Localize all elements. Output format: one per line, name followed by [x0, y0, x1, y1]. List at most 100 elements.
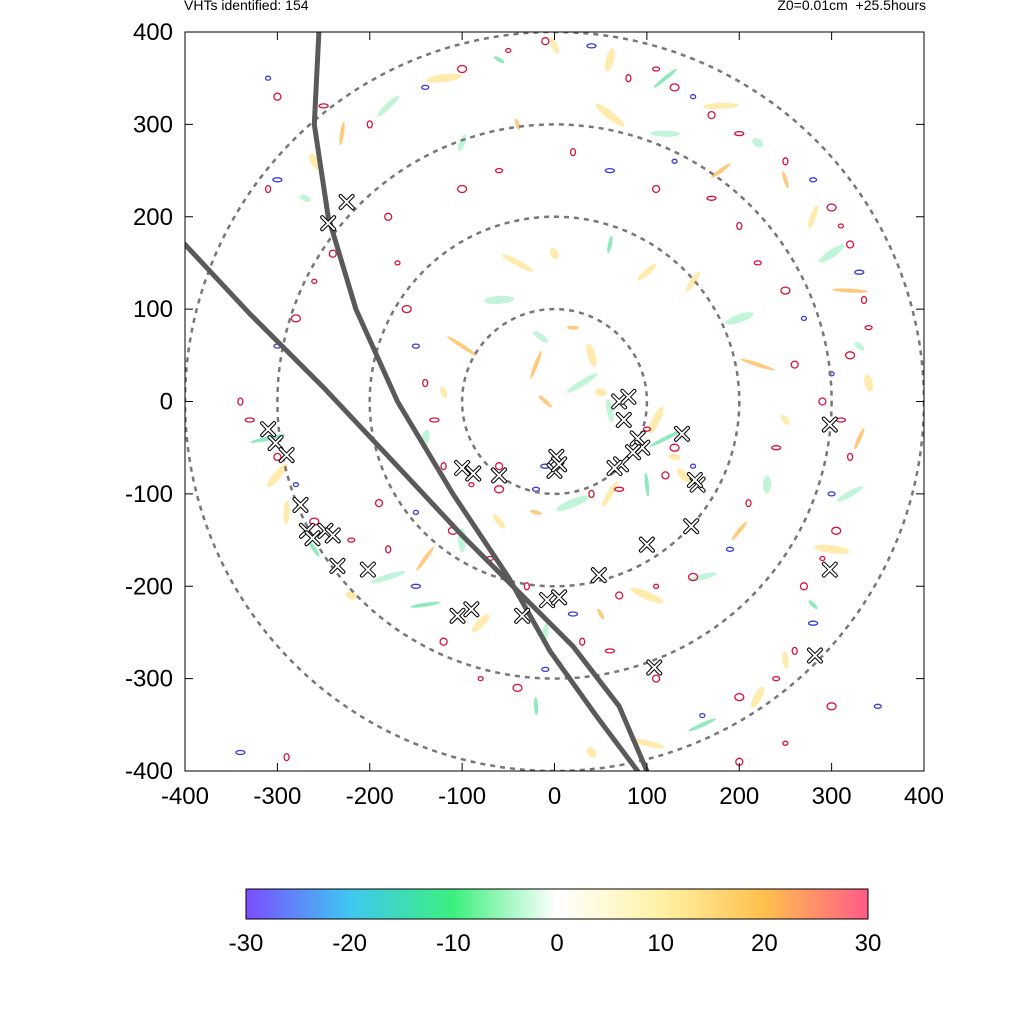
- colorbar-tick-label: 30: [855, 930, 882, 957]
- anomaly-blob: [308, 153, 320, 170]
- contour-ring: [780, 286, 791, 295]
- vht-marker: [449, 607, 466, 624]
- contour-ring: [831, 526, 842, 535]
- vht-marker: [514, 607, 531, 624]
- contour-ring: [689, 463, 697, 469]
- vht-marker: [304, 530, 321, 547]
- range-rings: [185, 32, 924, 771]
- anomaly-blob: [250, 434, 286, 443]
- contour-ring: [808, 177, 818, 183]
- contour-ring: [826, 702, 837, 711]
- y-tick-label: 300: [133, 111, 173, 138]
- contour-ring: [791, 646, 798, 656]
- vht-marker-fill: [552, 457, 567, 472]
- contour-ring: [468, 481, 475, 488]
- contour-ring: [531, 486, 541, 492]
- contour-ring: [292, 481, 300, 488]
- contour-ring: [235, 749, 246, 756]
- contour-ring: [818, 397, 827, 406]
- vht-marker-fill: [552, 590, 567, 605]
- anomaly-blob: [556, 495, 590, 511]
- contour-ring: [440, 462, 447, 471]
- contour-ring: [244, 417, 255, 423]
- contour-ring: [651, 66, 661, 72]
- contour-ring: [734, 692, 745, 702]
- vht-marker: [611, 393, 628, 410]
- contour-ring: [505, 47, 512, 54]
- contour-ring: [734, 130, 745, 137]
- anomaly-blob: [854, 427, 865, 450]
- header-vht-count: VHTs identified: 154: [184, 0, 309, 13]
- colorbar-tick-label: 20: [751, 930, 778, 957]
- anomaly-blob: [650, 130, 681, 137]
- vht-marker: [539, 592, 556, 609]
- vht-marker-fill: [639, 537, 654, 552]
- anomaly-blob: [370, 571, 406, 583]
- x-tick-label: -200: [346, 783, 394, 810]
- contour-ring: [237, 397, 244, 406]
- vht-marker-fill: [607, 461, 622, 476]
- anomaly-blob: [752, 138, 764, 148]
- contour-ring: [264, 184, 272, 194]
- anomaly-blob: [457, 134, 467, 152]
- vht-marker-fill: [647, 660, 662, 675]
- anomaly-blob: [781, 414, 790, 426]
- anomaly-blob: [685, 271, 701, 292]
- anomaly-blob: [702, 102, 739, 109]
- anomaly-blob: [594, 388, 607, 397]
- anomaly-blob: [493, 514, 506, 529]
- vht-marker-fill: [261, 422, 276, 437]
- vht-marker-fill: [822, 562, 837, 577]
- anomaly-blob: [808, 600, 818, 610]
- anomaly-blob: [533, 330, 549, 343]
- contour-ring: [844, 351, 856, 360]
- vht-marker: [551, 589, 568, 606]
- x-tick-label: -300: [253, 783, 301, 810]
- vht-marker: [324, 527, 341, 544]
- x-tick-label: 100: [627, 783, 667, 810]
- contour-ring: [799, 582, 809, 591]
- anomaly-blob: [762, 475, 772, 494]
- contour-ring: [429, 417, 440, 423]
- contour-ring: [283, 752, 290, 762]
- colorbar-tick-label: -10: [436, 930, 471, 957]
- anomaly-blob: [649, 430, 682, 447]
- anomaly-blob: [629, 738, 665, 749]
- contour-ring: [845, 240, 855, 249]
- colorbar-tick-label: 0: [550, 930, 563, 957]
- vht-marker-fill: [635, 440, 650, 455]
- contour-ring: [411, 343, 421, 349]
- anomaly-blob: [818, 244, 845, 263]
- anomaly-blob: [471, 614, 490, 633]
- vht-marker: [338, 193, 355, 210]
- contour-ring: [800, 315, 808, 322]
- contour-ring: [512, 683, 523, 693]
- vht-marker: [454, 460, 471, 477]
- contour-ring: [860, 295, 868, 305]
- contour-ring: [846, 452, 854, 462]
- vht-marker-fill: [616, 412, 631, 427]
- contour-ring: [782, 740, 789, 746]
- vht-marker-fill: [807, 648, 822, 663]
- contour-ring: [374, 498, 384, 508]
- vht-marker-fill: [687, 473, 702, 488]
- anomaly-blob: [530, 350, 542, 379]
- contour-ring: [523, 582, 530, 591]
- vht-marker-fill: [268, 436, 283, 451]
- anomaly-blob: [586, 343, 597, 367]
- anomaly-blob: [530, 509, 542, 515]
- anomaly-blob: [377, 95, 400, 117]
- vht-marker-fill: [540, 593, 555, 608]
- contour-ring: [615, 591, 624, 600]
- contour-ring: [642, 426, 652, 432]
- contour-ring: [819, 555, 826, 562]
- x-tick-label: 200: [719, 783, 759, 810]
- x-tick-label: 400: [904, 783, 944, 810]
- contour-ring: [614, 486, 625, 492]
- contour-ring: [456, 64, 468, 74]
- anomaly-blob: [677, 468, 691, 483]
- contour-ring: [837, 223, 845, 229]
- vht-marker: [620, 388, 637, 405]
- vht-marker-fill: [330, 558, 345, 573]
- contour-ring: [771, 445, 782, 451]
